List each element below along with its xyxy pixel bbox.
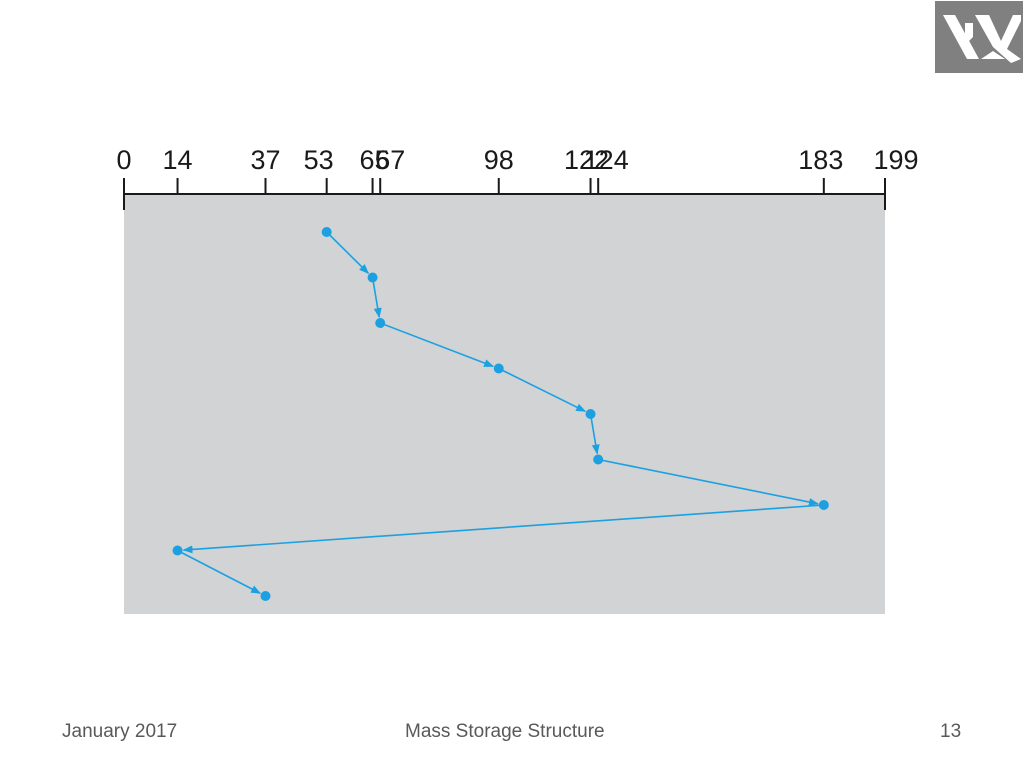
axis-tick-label: 183 (798, 145, 843, 175)
head-move-arrow (177, 549, 262, 594)
axis-tick-label: 0 (116, 145, 131, 175)
head-move-arrow (182, 504, 824, 554)
axis-tick-label: 65 (360, 145, 390, 175)
request-point (367, 272, 378, 283)
head-move-arrow (598, 458, 819, 506)
axis-tick-label: 98 (484, 145, 514, 175)
axis-tick-label: 124 (584, 145, 629, 175)
axis-ticks (123, 178, 886, 210)
axis-tick-label: 14 (163, 145, 193, 175)
hebrew-letters-logo-icon (935, 1, 1023, 73)
institution-logo (935, 1, 1023, 73)
head-move-arrow (371, 277, 382, 319)
axis-tick-label: 199 (873, 145, 918, 175)
diagram-panel (124, 194, 885, 614)
request-point (585, 409, 596, 419)
head-move-arrow (326, 231, 370, 274)
page-number: 13 (940, 721, 962, 742)
axis-tick-label: 122 (564, 145, 609, 175)
footer-date: January 2017 (62, 721, 178, 742)
request-point (493, 363, 504, 374)
request-point (375, 318, 386, 328)
head-path-segments (177, 231, 824, 594)
head-move-arrow (589, 413, 600, 455)
head-move-arrow (498, 367, 587, 413)
request-point (172, 545, 183, 556)
request-point (818, 500, 829, 510)
request-point (260, 591, 271, 601)
head-path-points (172, 227, 829, 601)
axis-tick-label: 37 (250, 145, 280, 175)
footer-title: Mass Storage Structure (405, 721, 605, 742)
request-point (321, 227, 332, 237)
head-move-arrow (379, 322, 495, 368)
request-point (593, 454, 604, 465)
axis-tick-label: 53 (304, 145, 334, 175)
axis-tick-label: 67 (375, 145, 405, 175)
